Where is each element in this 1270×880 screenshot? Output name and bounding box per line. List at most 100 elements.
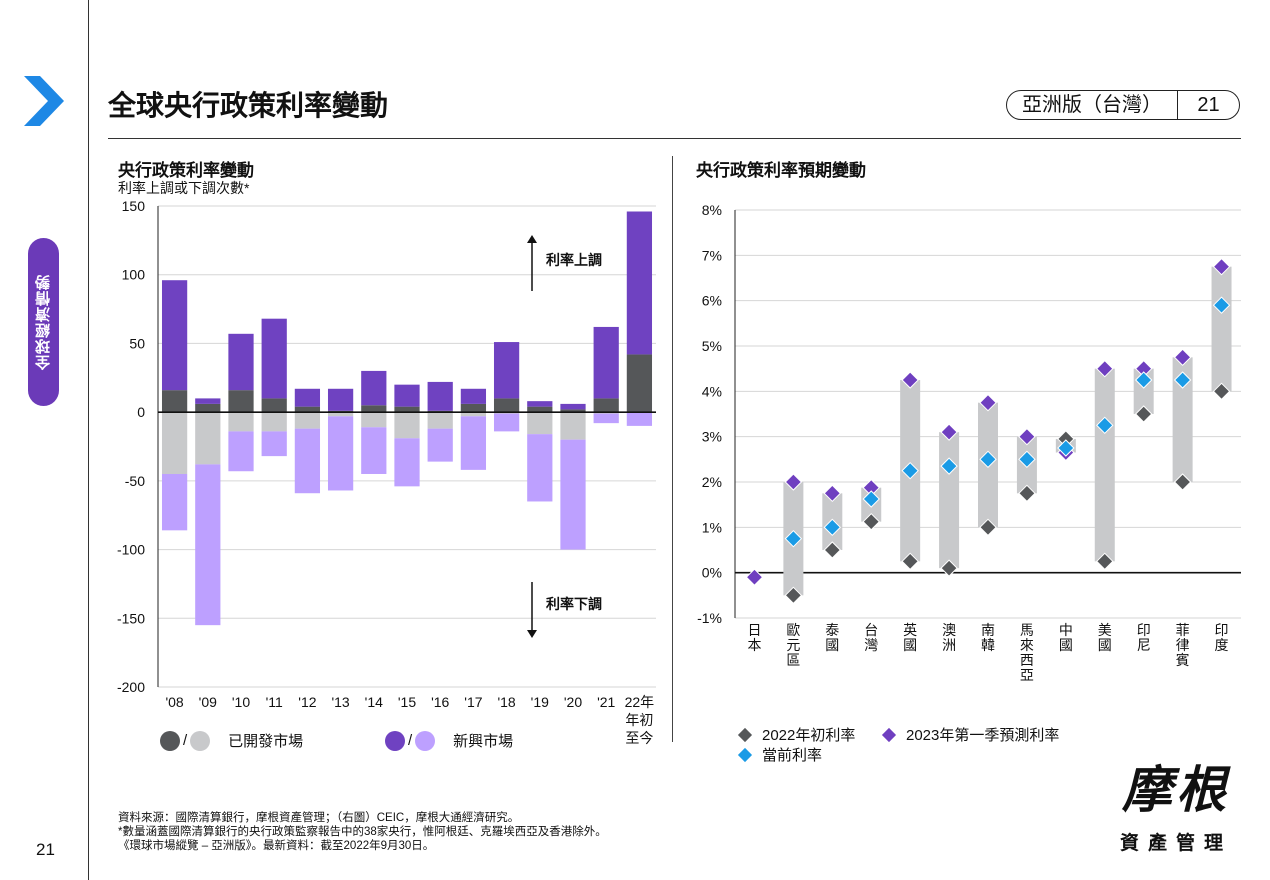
bar-emerging-down [195,464,221,626]
x-tick-label: '15 [398,694,416,710]
y-tick-label: 6% [702,293,722,309]
bar-emerging-down [294,428,321,494]
emerging-down-swatch [415,730,436,751]
down-arrow-head [527,630,537,638]
point-start-rate [979,518,997,537]
y-tick-label: 4% [702,383,722,399]
bar-developed-up [394,406,420,413]
current-rate-diamond-icon [737,747,753,762]
bar-emerging-down [626,412,653,426]
bar-emerging-up [261,318,287,399]
bar-emerging-down [527,434,553,502]
legend-emerging-label: 新興市場 [453,733,514,750]
left-chart-subtitle: 利率上調或下調次數* [118,180,250,196]
section-tab-label: 全球經濟情勢 [35,274,52,370]
footnote-source: 資料來源：國際清算銀行，摩根資產管理；（右圖）CEIC，摩根大通經濟研究。 [118,812,520,824]
bar-developed-down [560,412,586,440]
bar-emerging-down [593,413,619,424]
point-start-rate [784,586,803,605]
bar-emerging-down [361,427,387,474]
range-bar [1094,368,1115,562]
bar-emerging-up [327,388,354,411]
bar-developed-down [527,412,553,435]
page-number: 21 [36,840,55,859]
bar-emerging-down [493,413,520,432]
bar-developed-up [626,354,653,413]
y-tick-label: 2% [702,474,722,490]
bar-developed-up [261,398,287,413]
bar-developed-down [261,412,287,432]
x-tick-label-char: 印 [1215,622,1229,638]
bar-developed-up [161,390,188,413]
rate-change-bar-chart: 150 100 50 0 -50 -100 -150 -200 '08 '09 '10 '11 '12 '… [117,198,656,746]
y-tick-label: -150 [117,610,145,626]
point-current-rate [862,490,880,508]
bar-emerging-down [327,416,354,491]
chevron-right-icon [24,76,64,126]
bar-emerging-up [493,342,520,399]
bar-emerging-down [460,416,487,470]
bar-emerging-up [161,280,188,391]
point-start-rate [1018,484,1036,503]
range-bar [1172,357,1193,482]
range-bar [1211,266,1232,392]
footnotes: 資料來源：國際清算銀行，摩根資產管理；（右圖）CEIC，摩根大通經濟研究。 *數… [118,811,607,853]
legend-forecast-rate: 2023年第一季預測利率 [881,724,1060,745]
legend-forecast-rate-label: 2023年第一季預測利率 [906,727,1060,744]
rate-forecast-range-chart: 8% 7% 6% 5% 4% 3% 2% 1% 0% -1% 日本 歐元區 泰國 台灣 英國 澳洲 南韓 馬來西亞… [697,202,1241,683]
legend-start-rate-label: 2022年初利率 [762,727,856,744]
point-forecast-rate [979,393,997,412]
logo-main-text: 摩根 [1122,760,1230,819]
bar-emerging-down [261,431,287,457]
x-tick-label: '20 [564,694,582,710]
bar-developed-down [427,412,453,429]
bar-emerging-down [427,428,453,462]
bar-emerging-up [527,401,553,407]
bar-emerging-up [560,403,586,410]
x-tick-label-char: 中 [1059,622,1073,638]
bar-developed-down [161,412,188,474]
bar-developed-up [228,390,254,413]
bar-developed-down [195,412,221,465]
point-forecast-rate [823,484,842,503]
bar-developed-up [361,405,387,413]
x-tick-label-char: 英 [903,622,917,638]
x-tick-label-char: 洲 [942,637,956,653]
x-tick-label-char: 國 [825,637,839,653]
start-rate-diamond-icon [737,727,753,742]
x-tick-label: '17 [464,694,482,710]
point-forecast-rate [1212,257,1231,276]
point-current-rate [901,461,919,480]
bar-developed-up [527,406,553,413]
y-tick-label: 1% [702,519,722,535]
point-forecast-rate [1018,427,1036,446]
bar-developed-up [195,403,221,413]
bar-developed-up [560,409,586,413]
legend-start-rate: 2022年初利率 [737,724,856,745]
bar-developed-up [593,398,619,413]
point-forecast-rate [784,473,803,491]
bar-emerging-down [394,438,420,487]
point-current-rate [1057,439,1075,457]
section-tab[interactable]: 全球經濟情勢 [28,238,59,406]
x-tick-label: '10 [232,694,250,710]
point-forecast-rate [745,568,764,586]
point-current-rate [1096,416,1114,435]
point-current-rate [979,450,997,469]
y-tick-label: 50 [129,335,145,351]
x-tick-label-char: 西 [1020,652,1034,668]
x-tick-label: 至今 [625,730,653,746]
x-tick-label-char: 馬 [1020,622,1034,638]
x-tick-label-char: 亞 [1020,667,1034,683]
x-tick-label: 年初 [625,712,653,728]
y-tick-label: 0% [702,565,722,581]
point-start-rate [940,559,958,577]
logo-sub-text: 資產管理 [1119,833,1232,854]
x-tick-label-char: 菲 [1176,622,1190,638]
y-tick-label: 8% [702,202,722,218]
bar-developed-up [294,406,321,413]
point-start-rate [1212,382,1231,401]
x-tick-label-char: 律 [1176,637,1190,653]
point-start-rate [862,512,880,531]
point-forecast-rate [1096,359,1114,378]
